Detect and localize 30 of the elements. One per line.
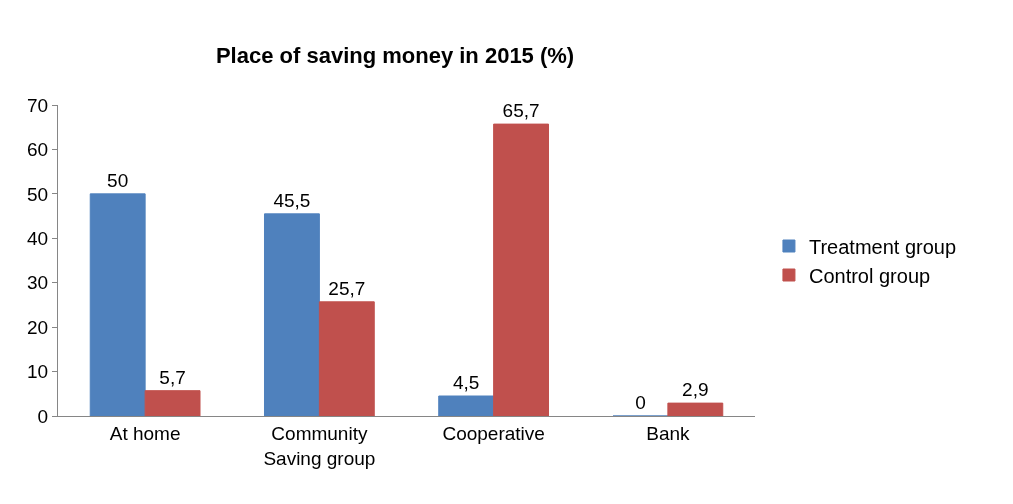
data-label: 45,5	[273, 189, 311, 211]
x-tick-label: Bank	[646, 422, 691, 444]
data-label: 0	[635, 392, 646, 413]
y-tick-label: 0	[37, 405, 49, 427]
data-label: 4,5	[452, 372, 480, 394]
data-label: 5,7	[159, 366, 186, 388]
legend-label: Control group	[808, 264, 931, 287]
data-label: 2,9	[682, 379, 709, 401]
y-tick-label: 70	[27, 94, 49, 116]
bar	[144, 390, 201, 416]
data-label: 65,7	[502, 100, 540, 122]
bar	[263, 213, 320, 416]
bar	[89, 193, 146, 416]
y-tick-label: 40	[27, 227, 49, 249]
chart-title: Place of saving money in 2015 (%)	[215, 43, 575, 69]
y-tick-label: 10	[27, 361, 49, 383]
y-tick-label: 30	[27, 272, 49, 294]
data-label: 50	[107, 169, 129, 191]
bar	[667, 402, 724, 416]
bar	[493, 123, 550, 416]
data-label: 25,7	[328, 277, 366, 299]
bar	[318, 301, 375, 416]
y-tick-label: 60	[27, 139, 49, 161]
x-tick-label: Community Saving group	[263, 422, 376, 469]
legend-label: Treatment group	[808, 235, 957, 258]
x-tick-label: At home	[109, 422, 181, 444]
x-tick-label: Cooperative	[442, 422, 545, 444]
bar	[438, 395, 495, 416]
y-tick-label: 20	[27, 316, 49, 338]
y-tick-label: 50	[27, 183, 49, 205]
